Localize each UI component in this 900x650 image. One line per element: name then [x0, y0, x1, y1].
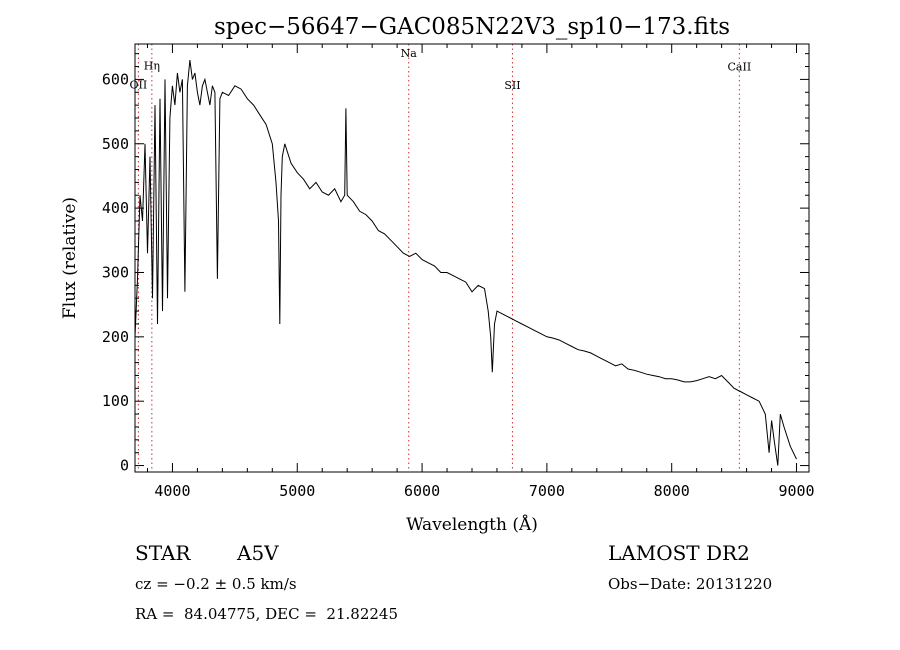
y-axis-label: Flux (relative) [60, 197, 80, 319]
line-marker-label-1: OII [130, 78, 148, 91]
object-class: STAR [135, 541, 191, 565]
y-tick-label-0: 0 [120, 457, 129, 475]
x-tick-label-2: 6000 [404, 482, 440, 500]
y-tick-label-4: 400 [102, 199, 129, 217]
x-tick-label-4: 8000 [654, 482, 690, 500]
y-tick-label-3: 300 [102, 263, 129, 281]
spectral-subclass: A5V [237, 541, 279, 565]
chart-title: spec−56647−GAC085N22V3_sp10−173.fits [214, 14, 730, 40]
redshift-line: cz = −0.2 ± 0.5 km/s [135, 575, 297, 593]
x-tick-label-0: 4000 [154, 482, 190, 500]
line-marker-label-3: SII [504, 79, 520, 92]
spectrum-line [134, 60, 797, 466]
x-axis-label: Wavelength (Å) [406, 514, 538, 535]
y-tick-label-2: 200 [102, 328, 129, 346]
emission-line-markers: Hη OII Na SII CaII [130, 44, 752, 472]
line-marker-label-2: Na [401, 47, 418, 60]
line-marker-label-4: CaII [728, 60, 752, 73]
x-tick-label-1: 5000 [279, 482, 315, 500]
plot-frame [134, 43, 810, 473]
y-tick-label-6: 600 [102, 70, 129, 88]
axis-ticks: 4000 5000 6000 7000 8000 9000 0 100 200 300 400 500… [102, 44, 815, 500]
y-tick-label-5: 500 [102, 135, 129, 153]
ra-dec: RA = 84.04775, DEC = 21.82245 [135, 605, 399, 623]
line-marker-label-0: Hη [144, 60, 160, 73]
obs-date: Obs−Date: 20131220 [608, 575, 773, 593]
y-tick-label-1: 100 [102, 392, 129, 410]
x-tick-label-3: 7000 [529, 482, 565, 500]
survey-name: LAMOST DR2 [608, 541, 750, 565]
x-tick-label-5: 9000 [778, 482, 814, 500]
